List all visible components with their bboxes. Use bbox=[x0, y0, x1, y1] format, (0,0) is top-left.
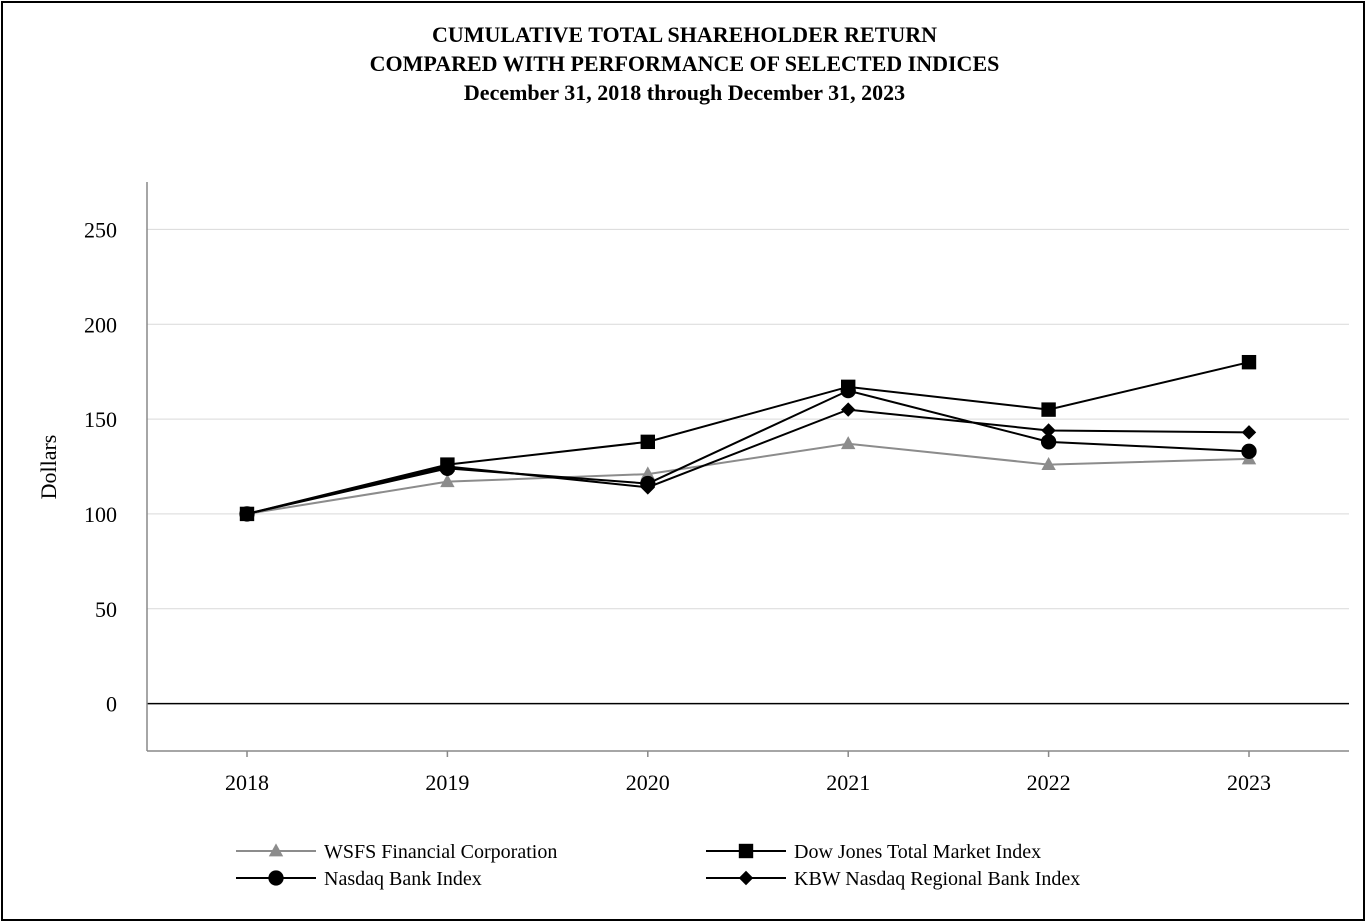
series-line-2 bbox=[246, 389, 1250, 515]
chart-titles: CUMULATIVE TOTAL SHAREHOLDER RETURN COMP… bbox=[0, 20, 1369, 107]
data-point-series-0 bbox=[640, 466, 655, 480]
data-point-series-1 bbox=[1241, 354, 1257, 370]
y-tick-label: 100 bbox=[84, 502, 117, 527]
y-tick-label: 0 bbox=[106, 692, 117, 717]
data-point-series-3 bbox=[1241, 425, 1257, 440]
legend-marker bbox=[738, 843, 754, 859]
y-tick-label: 50 bbox=[95, 597, 117, 622]
legend-marker bbox=[268, 843, 284, 857]
data-point-series-1 bbox=[1041, 402, 1056, 417]
data-point-series-2 bbox=[1241, 443, 1257, 459]
x-tick-label: 2023 bbox=[1227, 770, 1271, 795]
data-point-series-3 bbox=[640, 480, 655, 495]
series-line-1 bbox=[246, 361, 1250, 515]
x-tick-label: 2018 bbox=[225, 770, 269, 795]
data-point-series-2 bbox=[1040, 434, 1057, 450]
x-tick-label: 2021 bbox=[826, 770, 870, 795]
y-tick-label: 250 bbox=[84, 217, 117, 242]
series-line-0 bbox=[246, 442, 1250, 515]
y-tick-label: 200 bbox=[84, 312, 117, 337]
x-tick-label: 2022 bbox=[1027, 770, 1071, 795]
legend-label: Nasdaq Bank Index bbox=[324, 868, 482, 890]
data-point-series-2 bbox=[840, 382, 856, 399]
legend-label: KBW Nasdaq Regional Bank Index bbox=[794, 868, 1080, 890]
data-point-series-0 bbox=[1041, 456, 1056, 471]
chart-date-range: December 31, 2018 through December 31, 2… bbox=[463, 80, 906, 105]
data-point-series-0 bbox=[440, 474, 455, 488]
y-tick-label: 150 bbox=[84, 407, 117, 432]
data-point-series-1 bbox=[640, 434, 655, 450]
chart-subtitle: COMPARED WITH PERFORMANCE OF SELECTED IN… bbox=[369, 51, 1000, 76]
x-tick-label: 2020 bbox=[626, 770, 670, 795]
legend-label: Dow Jones Total Market Index bbox=[794, 841, 1041, 863]
legend-marker bbox=[738, 870, 754, 886]
data-point-series-3 bbox=[239, 506, 255, 522]
data-point-series-3 bbox=[1041, 423, 1056, 438]
series-line-3 bbox=[246, 408, 1250, 515]
data-point-series-0 bbox=[841, 436, 856, 450]
legend-label: WSFS Financial Corporation bbox=[324, 841, 557, 863]
chart-title: CUMULATIVE TOTAL SHAREHOLDER RETURN bbox=[431, 22, 938, 47]
data-point-series-3 bbox=[841, 402, 856, 417]
legend-marker bbox=[268, 870, 284, 886]
x-tick-label: 2019 bbox=[425, 770, 469, 795]
y-axis-title: Dollars bbox=[36, 435, 61, 500]
data-point-series-3 bbox=[440, 459, 455, 474]
